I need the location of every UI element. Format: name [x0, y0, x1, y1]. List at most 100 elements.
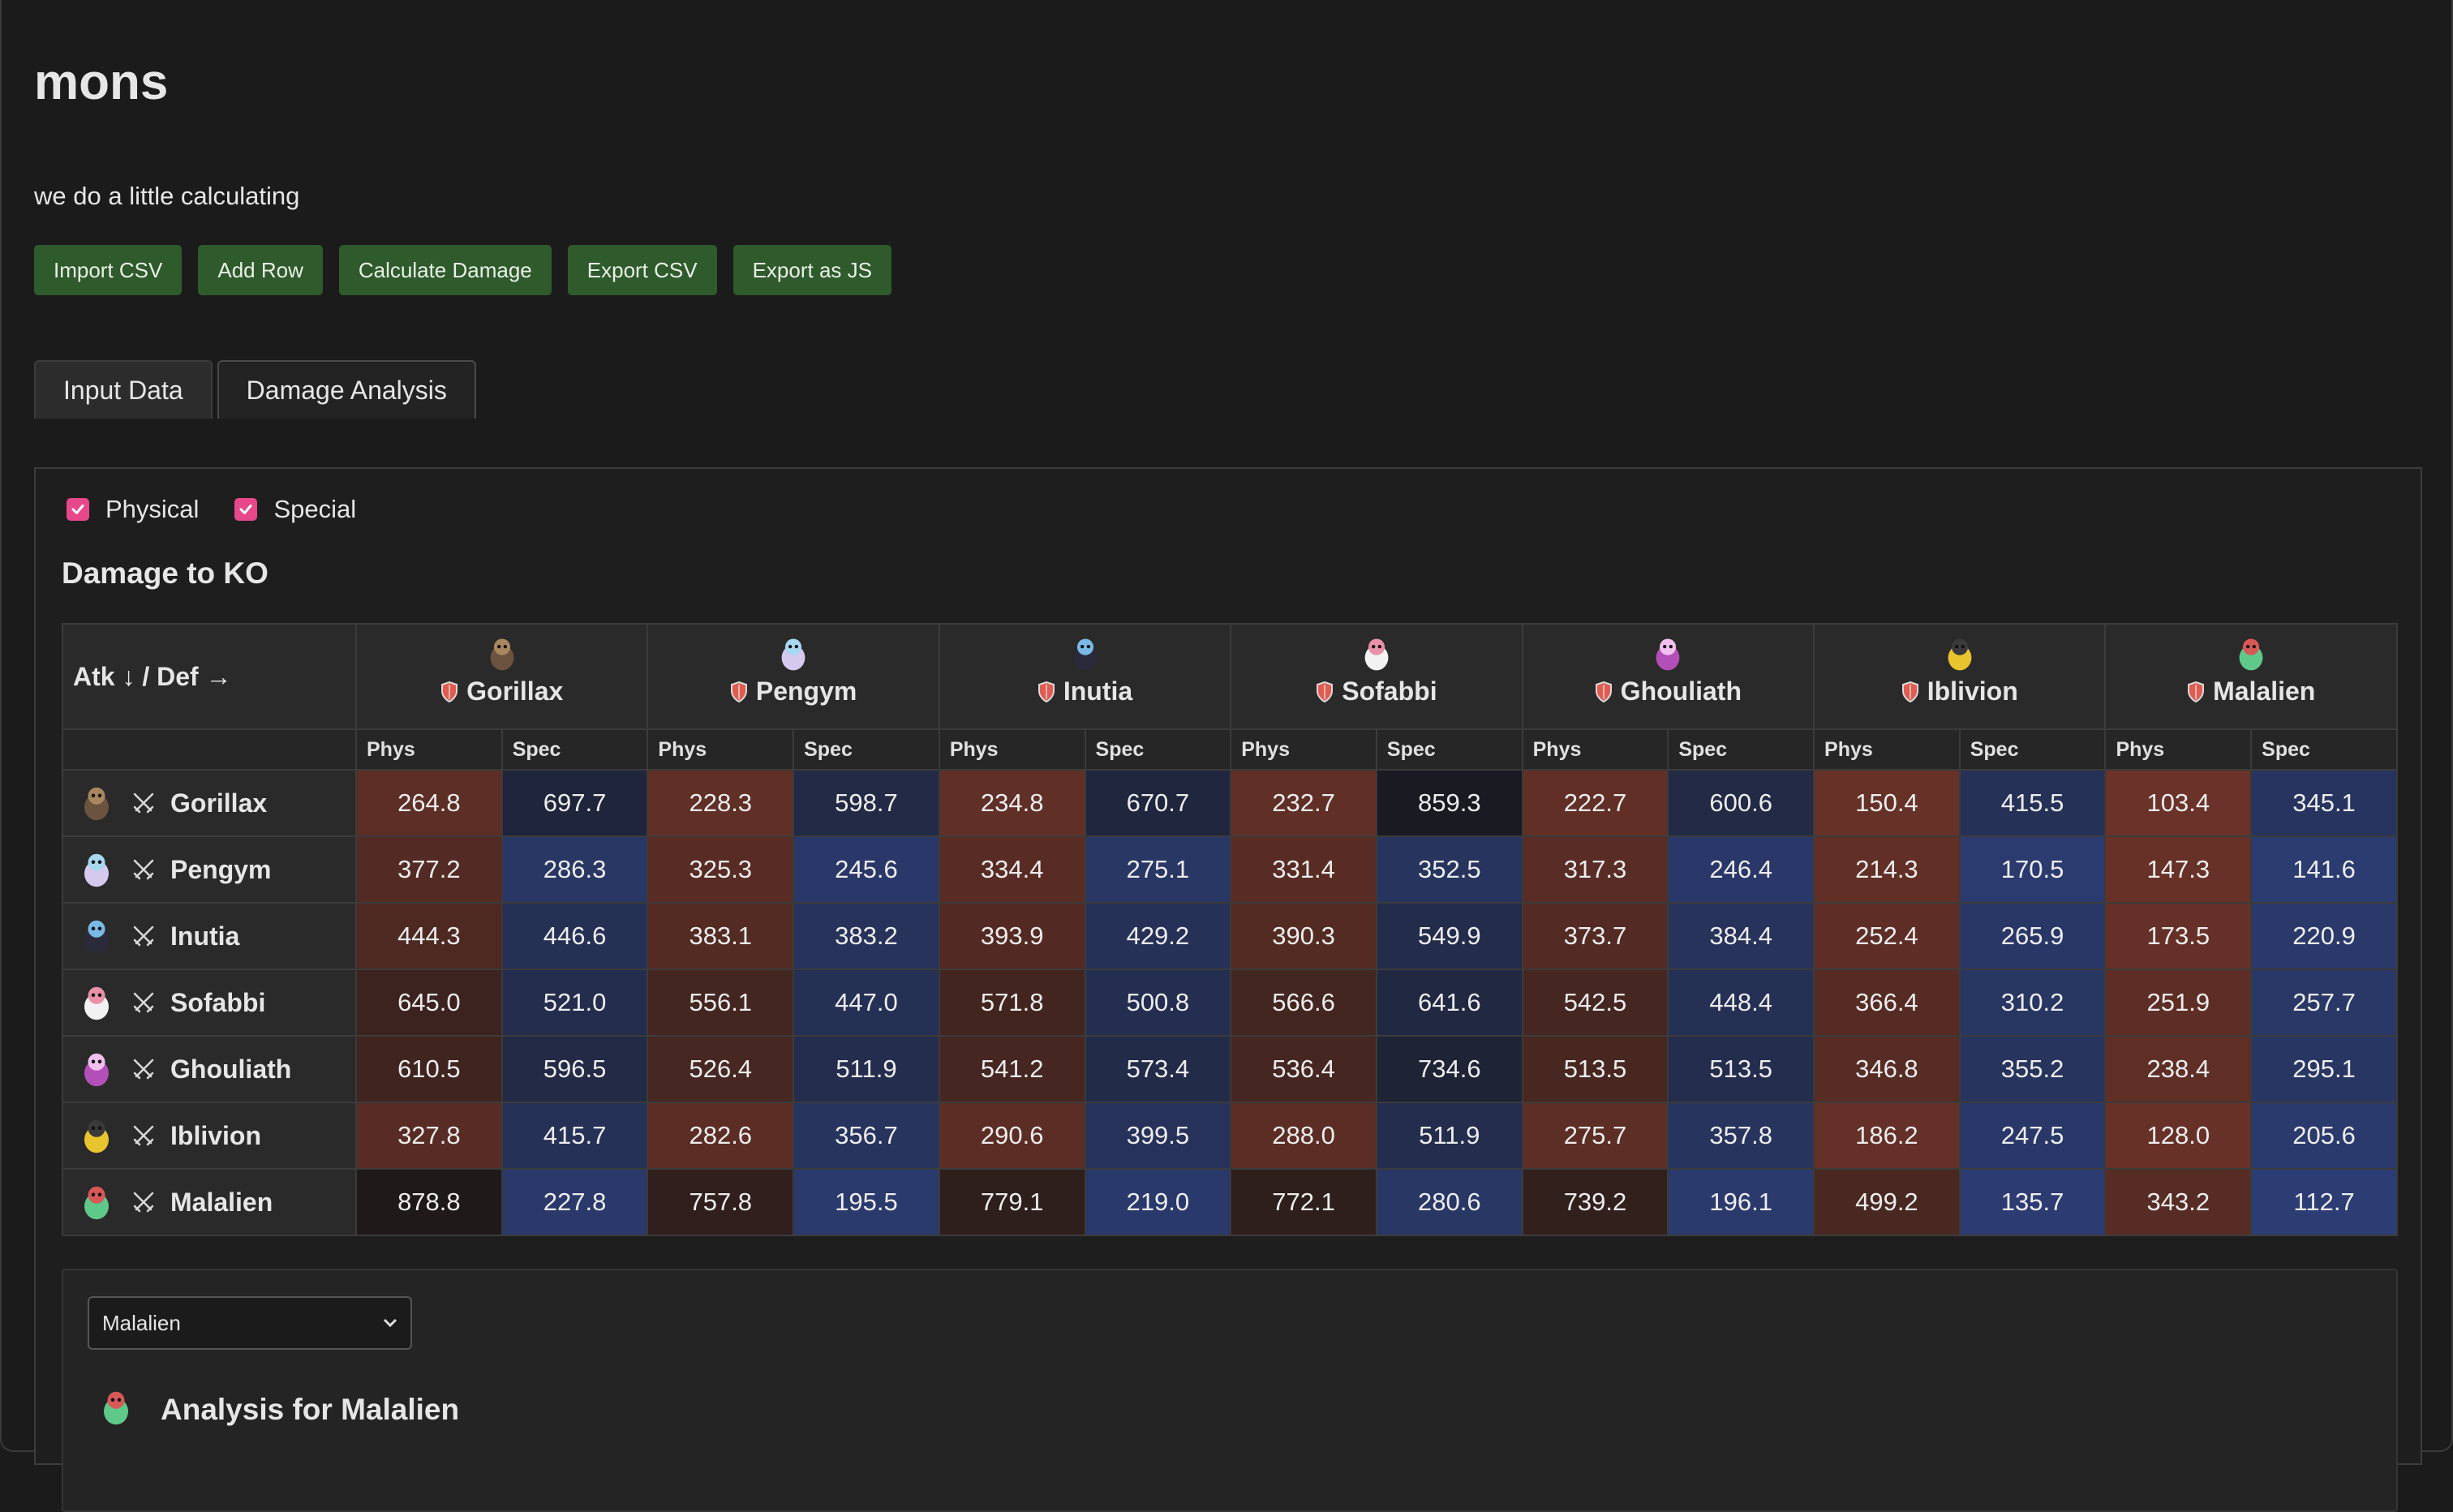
phys-damage-cell: 275.7	[1521, 1102, 1669, 1170]
defender-name: Iblivion	[1927, 677, 2018, 706]
spec-damage-cell: 352.5	[1375, 835, 1523, 904]
spec-damage-cell: 513.5	[1667, 1035, 1815, 1103]
spec-damage-cell: 447.0	[793, 969, 940, 1037]
attacker-header-sofabbi: Sofabbi	[62, 969, 357, 1037]
spec-damage-cell: 247.5	[1958, 1102, 2107, 1170]
attacker-header-pengym: Pengym	[62, 835, 357, 904]
malalien-sprite-icon	[84, 1186, 109, 1220]
crossed-swords-icon	[133, 793, 154, 814]
phys-damage-cell: 373.7	[1521, 902, 1669, 970]
table-row: Ghouliath 610.5 596.5 526.4 511.9 541.2 573.4 5…	[62, 1035, 2398, 1103]
malalien-sprite-icon	[2239, 638, 2263, 671]
attacker-name: Ghouliath	[170, 1054, 292, 1084]
defender-header-gorillax: Gorillax	[354, 623, 649, 730]
shield-icon	[730, 681, 747, 702]
page-subtitle: we do a little calculating	[34, 182, 300, 210]
spec-damage-cell: 112.7	[2250, 1168, 2398, 1236]
phys-damage-cell: 334.4	[938, 835, 1086, 904]
phys-damage-cell: 222.7	[1521, 769, 1669, 837]
shield-icon	[2188, 681, 2205, 702]
phys-damage-cell: 393.9	[938, 902, 1086, 970]
phys-damage-cell: 513.5	[1521, 1035, 1669, 1103]
phys-damage-cell: 238.4	[2104, 1035, 2253, 1103]
mon-select-value: Malalien	[102, 1310, 181, 1335]
phys-damage-cell: 331.4	[1230, 835, 1377, 904]
spec-damage-cell: 415.5	[1958, 769, 2107, 837]
phys-damage-cell: 566.6	[1230, 969, 1377, 1037]
attacker-header-iblivion: Iblivion	[62, 1102, 357, 1170]
defender-label: Malalien	[2187, 677, 2315, 707]
spec-damage-cell: 641.6	[1375, 969, 1523, 1037]
phys-damage-cell: 383.1	[647, 902, 795, 970]
spec-damage-cell: 600.6	[1667, 769, 1815, 837]
defender-name: Pengym	[755, 677, 857, 706]
phys-damage-cell: 757.8	[647, 1168, 795, 1236]
phys-damage-cell: 150.4	[1813, 769, 1961, 837]
special-filter[interactable]: Special	[234, 495, 356, 524]
phys-damage-cell: 556.1	[647, 969, 795, 1037]
spec-damage-cell: 511.9	[793, 1035, 940, 1103]
export-csv-button[interactable]: Export CSV	[567, 245, 717, 295]
section-title: Damage to KO	[62, 556, 268, 590]
tab-input-data[interactable]: Input Data	[34, 360, 213, 419]
special-checkbox[interactable]	[234, 498, 258, 521]
phys-damage-cell: 128.0	[2104, 1102, 2253, 1170]
spec-column-header: Spec	[2250, 728, 2398, 771]
phys-column-header: Phys	[1521, 728, 1669, 771]
spec-damage-cell: 521.0	[500, 969, 649, 1037]
defender-label: Iblivion	[1901, 677, 2018, 707]
phys-damage-cell: 343.2	[2104, 1168, 2253, 1236]
crossed-swords-icon	[133, 926, 154, 947]
spec-damage-cell: 448.4	[1667, 969, 1815, 1037]
gorillax-sprite-icon	[84, 787, 109, 821]
toolbar: Import CSV Add Row Calculate Damage Expo…	[34, 245, 891, 295]
attacker-name: Pengym	[170, 854, 272, 884]
spec-damage-cell: 257.7	[2250, 969, 2398, 1037]
defender-name: Gorillax	[466, 677, 564, 706]
iblivion-sprite-icon	[1948, 638, 1972, 671]
sub-header-row: Phys Spec Phys Spec Phys Spec Phys Spec Phys Spec…	[62, 728, 2398, 771]
phys-column-header: Phys	[938, 728, 1086, 771]
phys-column-header: Phys	[1813, 728, 1961, 771]
damage-analysis-panel: Physical Special Damage to KO Atk ↓ / De…	[34, 467, 2422, 1512]
import-csv-button[interactable]: Import CSV	[34, 245, 183, 295]
spec-damage-cell: 670.7	[1084, 769, 1232, 837]
matrix-corner-label: Atk ↓ / Def →	[62, 623, 357, 730]
spec-damage-cell: 265.9	[1958, 902, 2107, 970]
iblivion-sprite-icon	[84, 1119, 109, 1153]
spec-damage-cell: 170.5	[1958, 835, 2107, 904]
spec-damage-cell: 345.1	[2250, 769, 2398, 837]
phys-damage-cell: 290.6	[938, 1102, 1086, 1170]
spec-damage-cell: 549.9	[1375, 902, 1523, 970]
add-row-button[interactable]: Add Row	[198, 245, 323, 295]
spec-damage-cell: 227.8	[500, 1168, 649, 1236]
shield-icon	[1901, 681, 1918, 702]
export-js-button[interactable]: Export as JS	[732, 245, 891, 295]
phys-damage-cell: 779.1	[938, 1168, 1086, 1236]
phys-damage-cell: 327.8	[355, 1102, 503, 1170]
shield-icon	[1037, 681, 1055, 702]
inutia-sprite-icon	[84, 920, 109, 954]
table-row: Malalien 878.8 227.8 757.8 195.5 779.1 219.0 77…	[62, 1168, 2398, 1236]
analysis-title: Analysis for Malalien	[161, 1392, 460, 1426]
physical-filter[interactable]: Physical	[67, 495, 199, 524]
sub-header-blank	[62, 728, 357, 771]
phys-damage-cell: 288.0	[1230, 1102, 1377, 1170]
phys-column-header: Phys	[355, 728, 503, 771]
spec-damage-cell: 383.2	[793, 902, 940, 970]
phys-damage-cell: 251.9	[2104, 969, 2253, 1037]
spec-damage-cell: 357.8	[1667, 1102, 1815, 1170]
phys-damage-cell: 147.3	[2104, 835, 2253, 904]
spec-column-header: Spec	[793, 728, 940, 771]
defender-header-iblivion: Iblivion	[1813, 623, 2107, 730]
special-label: Special	[273, 495, 357, 523]
phys-damage-cell: 234.8	[938, 769, 1086, 837]
phys-damage-cell: 541.2	[938, 1035, 1086, 1103]
tab-damage-analysis[interactable]: Damage Analysis	[217, 360, 476, 419]
mon-select[interactable]: Malalien	[88, 1296, 412, 1350]
physical-checkbox[interactable]	[67, 498, 89, 521]
calculate-damage-button[interactable]: Calculate Damage	[338, 245, 552, 295]
phys-damage-cell: 366.4	[1813, 969, 1961, 1037]
phys-damage-cell: 536.4	[1230, 1035, 1377, 1103]
spec-column-header: Spec	[1084, 728, 1232, 771]
